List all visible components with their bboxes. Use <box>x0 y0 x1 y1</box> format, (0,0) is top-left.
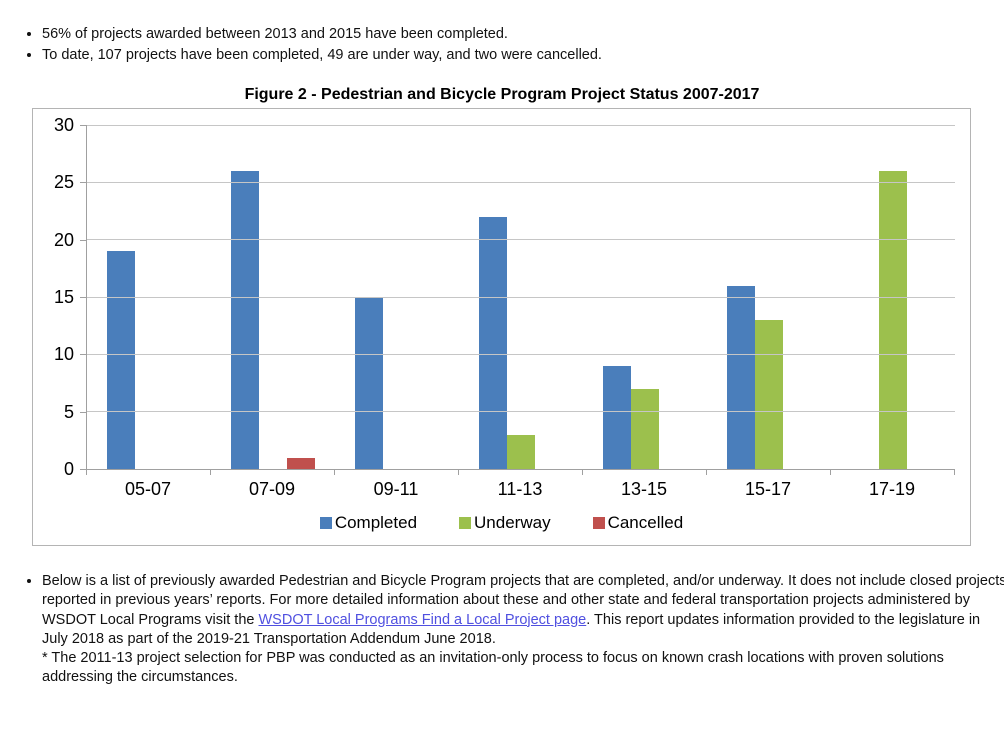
y-axis-tick-label: 25 <box>53 172 74 193</box>
y-axis-tick-label: 30 <box>53 115 74 135</box>
bar-slot-underway <box>879 170 907 469</box>
legend-label: Completed <box>334 513 418 532</box>
footnote-text: * The 2011-13 project selection for PBP … <box>42 650 944 686</box>
legend-swatch-cancelled <box>592 517 605 529</box>
bullet-text: 56% of projects awarded between 2013 and… <box>42 26 508 42</box>
x-axis-tick <box>582 470 583 475</box>
bar-slot-completed <box>479 216 507 469</box>
y-axis-tick-label: 10 <box>53 344 74 365</box>
bar-group-11-13 <box>459 125 583 469</box>
x-axis-category-label: 15-17 <box>744 479 792 499</box>
y-axis-tick <box>80 469 86 470</box>
bar-completed-05-07 <box>107 251 135 469</box>
bar-group-05-07 <box>87 125 211 469</box>
bar-cancelled-07-09 <box>287 457 315 469</box>
gridline <box>87 296 955 298</box>
x-axis-category-label: 05-07 <box>124 479 172 499</box>
bar-completed-09-11 <box>355 297 383 469</box>
y-axis-tick-label: 20 <box>53 229 74 250</box>
bullet-text: To date, 107 projects have been complete… <box>42 47 602 63</box>
paragraph: Below is a list of previously awarded Pe… <box>42 572 1004 649</box>
figure-2-bar-chart: Completed Underway Cancelled 0 5 10 15 20 25 30 0… <box>32 108 971 546</box>
bullet-item: To date, 107 projects have been complete… <box>42 45 1002 65</box>
bar-underway-13-15 <box>631 388 659 469</box>
y-axis-tick-label: 0 <box>63 459 74 479</box>
bar-group-17-19 <box>831 125 955 469</box>
legend-swatch-completed <box>319 517 332 529</box>
x-axis-tick <box>830 470 831 475</box>
chart-legend: Completed Underway Cancelled <box>33 513 970 533</box>
bar-underway-11-13 <box>507 434 535 469</box>
y-axis-tick <box>80 239 86 241</box>
bar-completed-11-13 <box>479 216 507 469</box>
bar-groups <box>87 125 955 469</box>
summary-bullet-list: 56% of projects awarded between 2013 and… <box>20 24 1002 66</box>
bar-slot-completed <box>107 251 135 469</box>
x-axis-tick <box>210 470 211 475</box>
bar-completed-13-15 <box>603 365 631 469</box>
bar-group-09-11 <box>335 125 459 469</box>
bullet-item: Below is a list of previously awarded Pe… <box>42 572 1004 688</box>
bar-group-15-17 <box>707 125 831 469</box>
legend-item-underway: Underway <box>459 513 551 533</box>
gridline <box>87 239 955 241</box>
bar-slot-cancelled <box>287 457 315 469</box>
bar-completed-07-09 <box>231 170 259 469</box>
paragraph-text: . This report updates information provid… <box>42 611 981 647</box>
y-axis-tick <box>80 125 86 126</box>
bar-slot-underway <box>507 434 535 469</box>
legend-item-cancelled: Cancelled <box>592 513 684 533</box>
y-axis-tick-label: 15 <box>53 287 74 307</box>
gridline <box>87 181 955 183</box>
legend-label: Underway <box>474 513 551 532</box>
bar-underway-17-19 <box>879 170 907 469</box>
gridline <box>87 411 955 413</box>
y-axis-tick <box>80 354 86 356</box>
x-axis-tick <box>706 470 707 475</box>
gridline <box>87 353 955 355</box>
bar-slot-completed <box>355 297 383 469</box>
x-axis-tick <box>954 470 955 475</box>
y-axis-tick <box>80 411 86 413</box>
bar-group-13-15 <box>583 125 707 469</box>
bar-slot-underway <box>755 319 783 469</box>
y-axis-tick <box>80 297 86 298</box>
bullet-item: 56% of projects awarded between 2013 and… <box>42 24 1002 44</box>
x-axis-category-label: 07-09 <box>248 479 296 499</box>
y-axis-tick <box>80 182 86 184</box>
x-axis-category-label: 09-11 <box>373 479 419 499</box>
gridline <box>87 124 955 126</box>
figure-title: Figure 2 - Pedestrian and Bicycle Progra… <box>244 86 760 103</box>
body-bullet-list: Below is a list of previously awarded Pe… <box>20 572 1004 688</box>
plot-area <box>86 124 955 470</box>
bar-slot-completed <box>231 170 259 469</box>
x-axis-category-label: 11-13 <box>497 479 543 499</box>
wsdot-find-local-project-link[interactable]: WSDOT Local Programs Find a Local Projec… <box>258 611 587 628</box>
legend-label: Cancelled <box>607 513 684 532</box>
bar-underway-15-17 <box>755 319 783 469</box>
bar-slot-completed <box>603 365 631 469</box>
y-axis-tick-label: 5 <box>63 401 74 422</box>
x-axis-tick <box>86 470 87 475</box>
bar-slot-completed <box>727 285 755 469</box>
legend-swatch-underway <box>459 517 472 529</box>
x-axis-category-label: 13-15 <box>620 479 668 499</box>
x-axis-tick <box>458 470 459 475</box>
x-axis-tick <box>334 470 335 475</box>
bar-group-07-09 <box>211 125 335 469</box>
bar-slot-underway <box>631 388 659 469</box>
bar-completed-15-17 <box>727 285 755 469</box>
x-axis-category-label: 17-19 <box>868 479 916 499</box>
legend-item-completed: Completed <box>319 513 418 533</box>
paragraph-text: Below is a list of previously awarded Pe… <box>42 573 1004 628</box>
